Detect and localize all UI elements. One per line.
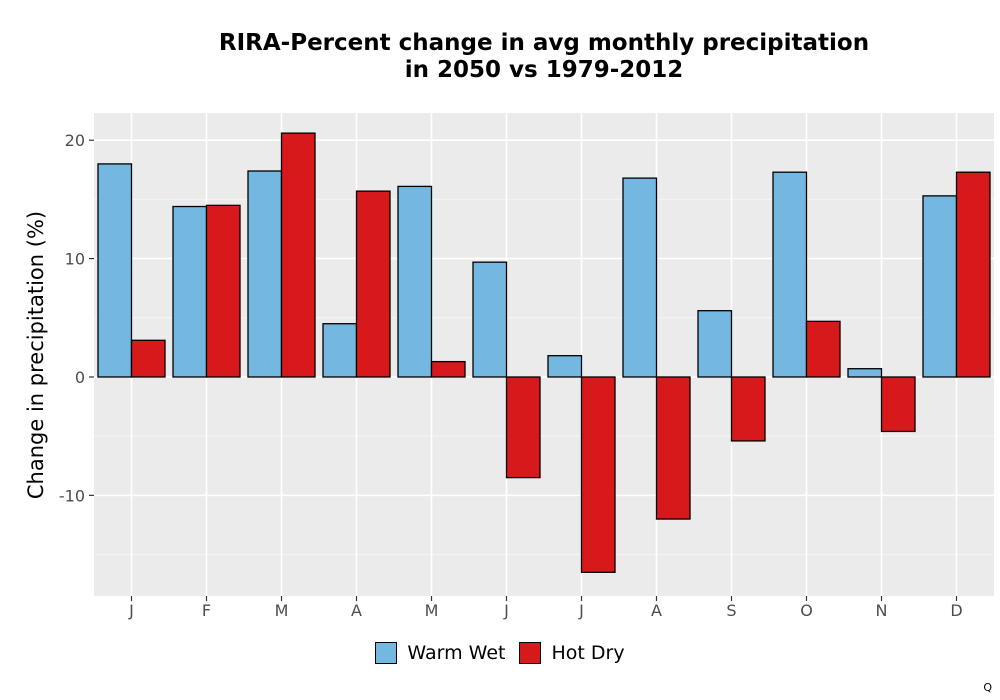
bar-warm-wet-9 (697, 310, 733, 378)
x-tick-label: D (950, 601, 962, 620)
x-tick-label: A (351, 601, 362, 620)
bar-warm-wet-3 (247, 170, 283, 378)
x-tick-label: N (876, 601, 888, 620)
y-tick-label: 0 (75, 368, 85, 387)
y-tick-label: -10 (59, 486, 85, 505)
bar-hot-dry-8 (655, 376, 691, 520)
bar-hot-dry-2 (205, 204, 241, 378)
bar-warm-wet-10 (772, 171, 808, 378)
legend-label-warm-wet: Warm Wet (407, 642, 506, 664)
bar-warm-wet-7 (547, 355, 583, 378)
bar-hot-dry-3 (280, 132, 316, 378)
bar-warm-wet-5 (397, 185, 433, 378)
legend-label-hot-dry: Hot Dry (551, 642, 625, 664)
bar-hot-dry-1 (130, 339, 166, 378)
chart-title-line-2: in 2050 vs 1979-2012 (404, 57, 684, 83)
bar-hot-dry-11 (880, 376, 916, 433)
bar-hot-dry-4 (355, 190, 391, 378)
bar-hot-dry-7 (580, 376, 616, 573)
legend-item-warm-wet: Warm Wet (375, 642, 505, 664)
axis-ticks: -10 0 10 20 J F M A M J J A S O N D (59, 131, 963, 620)
bar-hot-dry-9 (730, 376, 766, 442)
legend-key-hot-dry (519, 642, 542, 664)
bar-warm-wet-2 (172, 205, 208, 378)
x-tick-label: A (651, 601, 662, 620)
bar-hot-dry-10 (805, 320, 841, 378)
bar-hot-dry-5 (430, 360, 466, 378)
legend-item-hot-dry: Hot Dry (519, 642, 625, 664)
x-tick-label: M (425, 601, 439, 620)
x-tick-label: J (578, 601, 584, 620)
bar-warm-wet-11 (847, 368, 883, 378)
legend: Warm Wet Hot Dry (0, 642, 1000, 664)
bar-hot-dry-6 (505, 376, 541, 479)
legend-key-warm-wet (375, 642, 398, 664)
bar-hot-dry-12 (955, 171, 991, 378)
x-tick-label: M (275, 601, 289, 620)
corner-mark: Q (983, 681, 992, 694)
x-tick-label: F (202, 601, 211, 620)
bar-warm-wet-4 (322, 323, 358, 378)
bar-warm-wet-8 (622, 177, 658, 378)
chart-title-line-1: RIRA-Percent change in avg monthly preci… (218, 30, 870, 56)
x-tick-label: S (726, 601, 736, 620)
x-tick-label: O (800, 601, 813, 620)
y-tick-label: 20 (65, 131, 85, 150)
chart-title: RIRA-Percent change in avg monthly preci… (94, 30, 994, 84)
plot-panel (94, 113, 994, 596)
bars (97, 132, 991, 573)
x-tick-label: J (128, 601, 134, 620)
bar-warm-wet-6 (472, 261, 508, 378)
bar-warm-wet-12 (922, 195, 958, 378)
bar-warm-wet-1 (97, 163, 133, 378)
y-tick-label: 10 (65, 250, 85, 269)
x-tick-label: J (503, 601, 509, 620)
